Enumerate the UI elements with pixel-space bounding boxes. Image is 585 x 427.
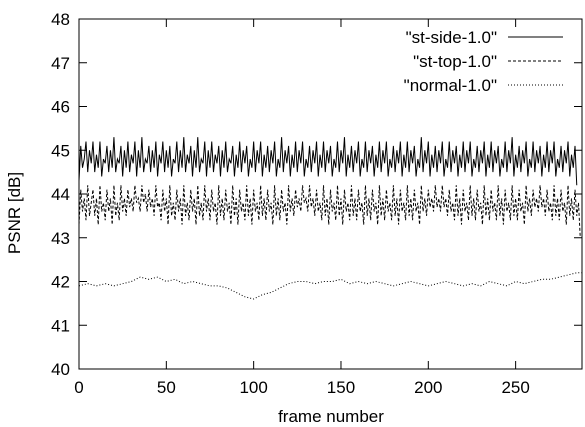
y-tick-label: 45 xyxy=(51,141,70,160)
legend-label-1: "st-side-1.0" xyxy=(406,28,497,47)
y-tick-label: 44 xyxy=(51,185,70,204)
y-tick-label: 42 xyxy=(51,273,70,292)
y-tick-label: 40 xyxy=(51,360,70,379)
y-tick-label: 46 xyxy=(51,98,70,117)
y-tick-label: 43 xyxy=(51,229,70,248)
x-tick-label: 100 xyxy=(239,378,267,397)
legend-label-3: "normal-1.0" xyxy=(404,76,497,95)
x-axis-title: frame number xyxy=(278,407,384,426)
legend: "st-side-1.0" "st-top-1.0" "normal-1.0" xyxy=(404,28,563,95)
x-tick-label: 250 xyxy=(501,378,529,397)
y-tick-label: 47 xyxy=(51,54,70,73)
y-tick-label: 41 xyxy=(51,316,70,335)
x-tick-label: 150 xyxy=(327,378,355,397)
x-tick-label: 0 xyxy=(74,378,83,397)
x-axis-ticks: 0 50 100 150 200 250 xyxy=(74,19,530,397)
series-line-3 xyxy=(78,272,582,300)
x-tick-label: 200 xyxy=(414,378,442,397)
series-line-2 xyxy=(78,185,581,238)
y-axis-title: PSNR [dB] xyxy=(5,172,24,254)
y-tick-label: 48 xyxy=(51,10,70,29)
legend-label-2: "st-top-1.0" xyxy=(413,52,497,71)
y-axis-ticks: 40 41 42 43 44 45 46 47 48 xyxy=(51,10,582,379)
x-tick-label: 50 xyxy=(157,378,176,397)
series-layer xyxy=(78,137,582,300)
plot-frame xyxy=(78,18,583,370)
series-line-1 xyxy=(78,137,578,186)
